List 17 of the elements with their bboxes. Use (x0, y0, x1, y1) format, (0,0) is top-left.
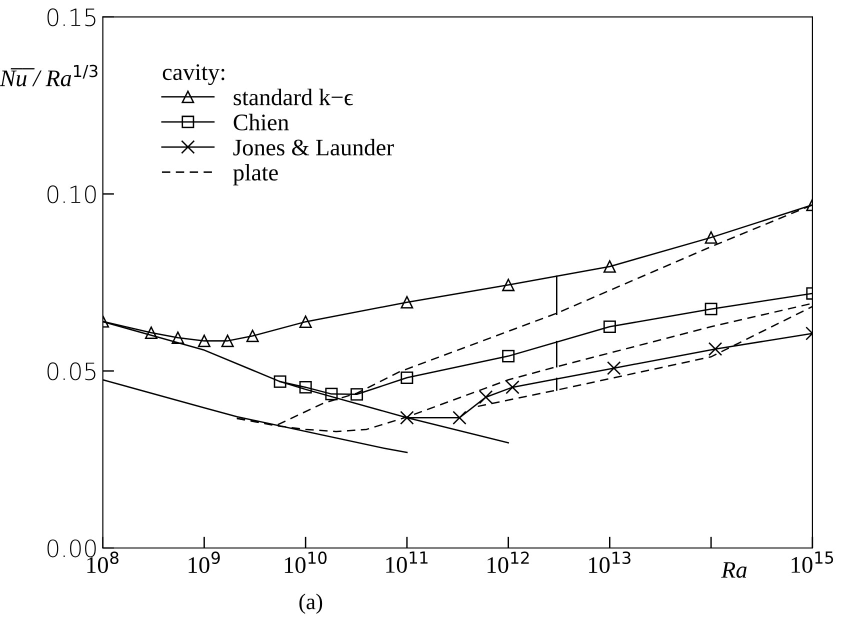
legend-label: standard k−ϵ (234, 88, 353, 106)
x-axis-title: Ra (721, 562, 747, 578)
legend-label: Jones & Launder (233, 138, 394, 156)
y-tick-label: 0.05 (48, 362, 96, 380)
legend-label: plate (233, 164, 278, 186)
x-tick-label: 10$^{11}$ (386, 552, 428, 573)
legend-title: cavity: (162, 64, 224, 86)
x-tick-label: 10$^{10}$ (284, 552, 327, 574)
text: (a) (299, 594, 322, 614)
y-tick-label: 0.15 (48, 8, 96, 26)
x-tick-label: 10$^{13}$ (588, 552, 630, 574)
y-tick-label: 0.10 (48, 185, 96, 204)
x-tick-label: 10$^{12}$ (488, 552, 529, 574)
y-axis-title: N̅u̅ / Ra$^{1/3}$ (0, 64, 98, 86)
x-tick-label: 10$^{9}$ (188, 552, 220, 574)
x-tick-label: 10$^{15}$ (792, 552, 834, 573)
legend-label: Chien (234, 114, 289, 130)
